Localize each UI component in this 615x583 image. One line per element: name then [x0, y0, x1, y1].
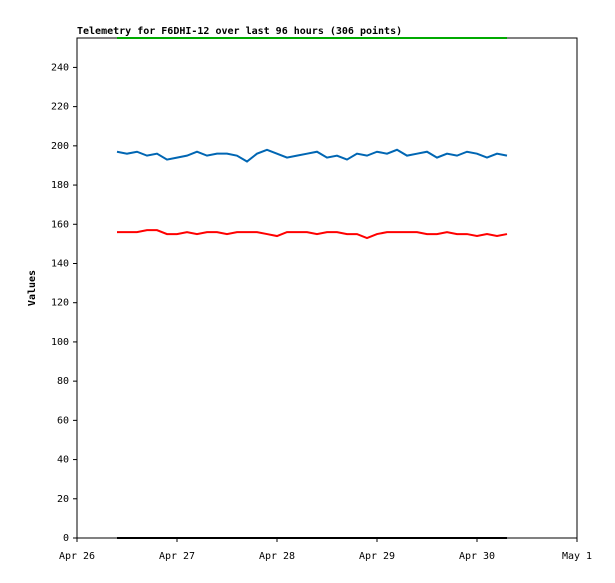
x-tick-label: May 1: [562, 551, 592, 562]
series-line: [117, 229, 508, 240]
plot-frame: [76, 37, 578, 539]
y-tick-label: 60: [57, 415, 69, 426]
x-tick-label: Apr 30: [459, 551, 495, 562]
y-axis-label: Values: [27, 270, 38, 306]
y-tick-label: 160: [51, 219, 69, 230]
chart-title: Telemetry for F6DHI-12 over last 96 hour…: [77, 25, 402, 37]
x-tick-label: Apr 27: [159, 551, 195, 562]
y-tick-label: 100: [51, 337, 69, 348]
y-tick-label: 0: [63, 533, 69, 544]
y-tick-label: 20: [57, 494, 69, 505]
y-tick-label: 80: [57, 376, 69, 387]
y-tick-label: 240: [51, 62, 69, 73]
x-tick-label: Apr 28: [259, 551, 295, 562]
y-tick-label: 180: [51, 180, 69, 191]
y-tick-label: 200: [51, 141, 69, 152]
x-tick-label: Apr 29: [359, 551, 395, 562]
y-tick-label: 140: [51, 258, 69, 269]
x-tick-label: Apr 26: [59, 551, 95, 562]
series-line: [116, 148, 508, 163]
y-tick-label: 120: [51, 298, 69, 309]
y-tick-label: 220: [51, 102, 69, 113]
y-tick-label: 40: [57, 455, 69, 466]
